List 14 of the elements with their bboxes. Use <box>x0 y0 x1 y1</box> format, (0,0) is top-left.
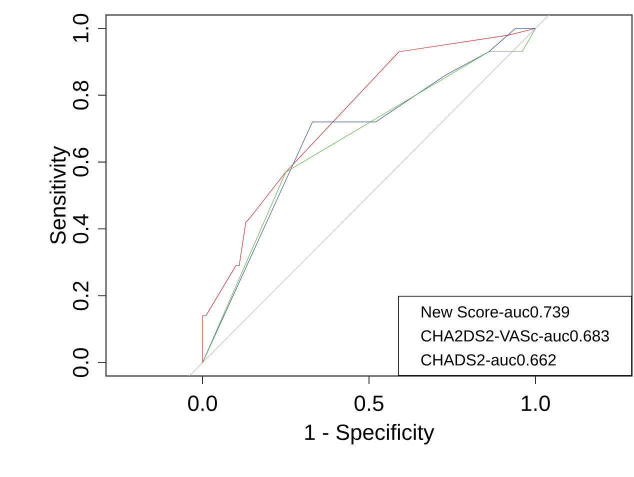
y-tick-label: 1.0 <box>72 14 88 42</box>
annotation: New Score-auc0.739 <box>422 306 570 318</box>
y-tick-label: 0.0 <box>72 348 88 378</box>
y-axis-title: Sensitivity <box>50 146 70 244</box>
y-tick-label: 0.2 <box>72 282 88 310</box>
y-tick-label: 0.8 <box>72 80 88 110</box>
x-tick-label: 0.5 <box>354 396 384 412</box>
y-tick-label: 0.6 <box>72 148 88 176</box>
annotation: CHADS2-auc0.662 <box>421 354 556 366</box>
x-tick-label: 0.0 <box>188 396 217 412</box>
x-tick-label: 1.0 <box>522 396 550 412</box>
x-axis-title: 1 - Specificity <box>305 424 434 444</box>
annotation: CHA2DS2-VASc-auc0.683 <box>421 330 609 342</box>
y-tick-label: 0.4 <box>72 214 88 244</box>
